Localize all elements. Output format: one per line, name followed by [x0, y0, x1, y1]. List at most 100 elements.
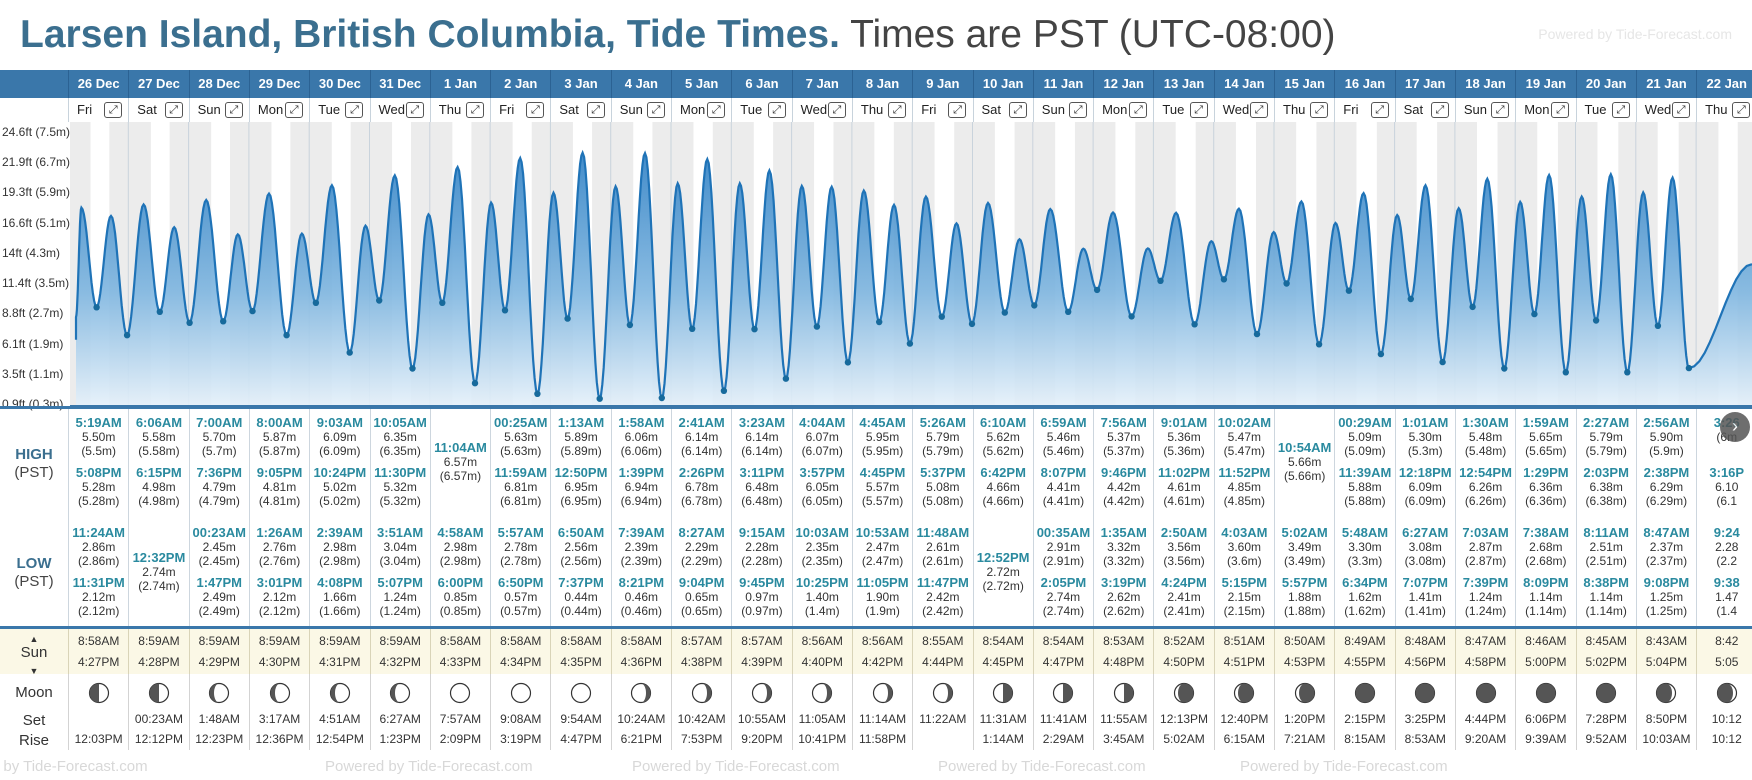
low-tide-point — [346, 349, 353, 356]
moon-day-column: 11:41AM 2:29AM — [1032, 674, 1093, 750]
high-tide-height: 6.38m — [1589, 480, 1623, 494]
low-tide-entry: 6:50AM 2.56m (2.56m) — [551, 526, 610, 569]
expand-icon[interactable]: ⤢ — [586, 102, 605, 118]
expand-icon[interactable]: ⤢ — [526, 102, 545, 118]
expand-icon[interactable]: ⤢ — [1430, 102, 1449, 118]
low-tide-point — [1283, 280, 1290, 287]
low-tide-height-alt: (2.74m) — [138, 579, 180, 593]
high-tide-time: 1:58AM — [618, 415, 665, 430]
expand-icon[interactable]: ⤢ — [767, 102, 786, 118]
expand-icon[interactable]: ⤢ — [888, 102, 907, 118]
weekday-label: Mon — [1102, 102, 1128, 117]
high-tide-height-alt: (6.78m) — [680, 494, 723, 508]
expand-icon[interactable]: ⤢ — [1310, 102, 1329, 118]
expand-icon[interactable]: ⤢ — [646, 102, 665, 118]
high-tide-entry: 3:57PM 6.05m (6.05m) — [793, 466, 852, 509]
high-tide-height-alt: (5.09m) — [1344, 444, 1386, 458]
high-tide-entry: 2:27AM 5.79m (5.79m) — [1577, 416, 1636, 459]
low-tide-height-alt: (3.08m) — [1404, 554, 1446, 568]
tide-day-column: 6:06AM 5.58m (5.58m) 6:15PM 4.98m (4.98m) 12:3… — [128, 409, 188, 626]
high-tide-entry: 1:01AM 5.30m (5.3m) — [1396, 416, 1455, 459]
date-cell: 15 Jan — [1274, 70, 1334, 98]
expand-icon[interactable]: ⤢ — [827, 102, 846, 118]
expand-icon[interactable]: ⤢ — [1551, 102, 1570, 118]
high-tide-time: 5:26AM — [919, 415, 966, 430]
tide-day-column: 1:59AM 5.65m (5.65m) 1:29PM 6.36m (6.36m) 7:38… — [1515, 409, 1575, 626]
moon-day-column: 10:24AM 6:21PM — [610, 674, 671, 750]
low-tide-point — [1128, 313, 1135, 320]
moon-day-column: 3:17AM 12:36PM — [248, 674, 309, 750]
sunset-time: 4:40PM — [801, 655, 843, 669]
high-tide-entry: 1:30AM 5.48m (5.48m) — [1456, 416, 1515, 459]
weekday-label: Sat — [981, 102, 1002, 117]
low-tz: (PST) — [14, 573, 54, 590]
expand-icon[interactable]: ⤢ — [1008, 102, 1027, 118]
high-tide-entry: 9:46PM 4.42m (4.42m) — [1094, 466, 1153, 509]
weekday-label: Thu — [1283, 102, 1306, 117]
expand-icon[interactable]: ⤢ — [345, 102, 364, 118]
tide-area — [76, 152, 1752, 408]
scroll-right-button[interactable]: › — [1720, 412, 1750, 442]
low-tide-time: 3:51AM — [377, 525, 424, 540]
expand-icon[interactable]: ⤢ — [707, 102, 726, 118]
low-tide-entry: 9:24 2.28 (2.2 — [1697, 526, 1752, 569]
low-tide-point — [564, 315, 571, 322]
low-tide-height: 2.37m — [1649, 540, 1684, 554]
high-tide-time: 6:06AM — [135, 415, 183, 430]
weekday-cell: Wed ⤢ — [1213, 98, 1274, 122]
expand-icon[interactable]: ⤢ — [1732, 102, 1751, 118]
low-tide-point — [249, 307, 256, 315]
expand-icon[interactable]: ⤢ — [1129, 102, 1148, 118]
date-cell: 13 Jan — [1153, 70, 1213, 98]
sun-day-column: 8:58AM 4:34PM — [490, 629, 550, 674]
low-tide-height: 2.41m — [1167, 590, 1201, 604]
low-tide-entry: 6:00PM 0.85m (0.85m) — [431, 576, 490, 619]
expand-icon[interactable]: ⤢ — [285, 102, 304, 118]
low-tide-entry: 2:50AM 3.56m (3.56m) — [1154, 526, 1213, 569]
moon-phase-icon — [88, 682, 109, 704]
moonset-title: Set — [22, 712, 46, 729]
low-tide-height-alt: (2.98m) — [319, 554, 361, 568]
high-tide-height-alt: (6.38m) — [1585, 494, 1627, 508]
moon-day-column: 11:14AM 11:58PM — [851, 674, 912, 750]
high-tide-height-alt: (4.85m) — [1223, 494, 1265, 508]
low-tide-height: 2.68m — [1529, 540, 1563, 554]
expand-icon[interactable]: ⤢ — [1672, 102, 1691, 118]
low-tide-entry: 8:38PM 1.14m (1.14m) — [1577, 576, 1636, 619]
expand-icon[interactable]: ⤢ — [405, 102, 424, 118]
high-tide-height: 6.81m — [504, 480, 538, 494]
tide-day-column: 11:04AM 6.57m (6.57m) 4:58AM 2.98m (2.98m) 6:0… — [429, 409, 490, 626]
sunset-time: 4:47PM — [1042, 655, 1085, 669]
high-tide-time: 11:02PM — [1158, 465, 1211, 480]
low-tide-height: 1.24m — [383, 590, 417, 604]
high-tide-entry: 9:01AM 5.36m (5.36m) — [1154, 416, 1213, 459]
expand-icon[interactable]: ⤢ — [104, 102, 123, 118]
moonset-time: 7:57AM — [439, 712, 482, 726]
low-tide-height-alt: (1.88m) — [1283, 604, 1326, 618]
expand-icon[interactable]: ⤢ — [224, 102, 243, 118]
high-tide-entry: 12:18PM 6.09m (6.09m) — [1396, 465, 1455, 509]
expand-icon[interactable]: ⤢ — [466, 102, 485, 118]
sunrise-time: 8:58AM — [620, 634, 663, 648]
moonset-time: 4:44PM — [1464, 712, 1507, 726]
moon-day-column: 9:54AM 4:47PM — [550, 674, 610, 750]
expand-icon[interactable]: ⤢ — [1370, 102, 1389, 118]
expand-icon[interactable]: ⤢ — [1189, 102, 1208, 118]
expand-icon[interactable]: ⤢ — [1069, 102, 1088, 118]
low-tide-point — [501, 307, 509, 314]
weekday-label: Fri — [499, 102, 515, 117]
expand-icon[interactable]: ⤢ — [1491, 102, 1510, 118]
expand-icon[interactable]: ⤢ — [164, 102, 183, 118]
expand-icon[interactable]: ⤢ — [948, 102, 967, 118]
expand-icon[interactable]: ⤢ — [1249, 102, 1268, 118]
high-tide-time: 10:54AM — [1277, 440, 1332, 455]
low-tide-height: 0.97m — [745, 590, 779, 604]
low-tide-height-alt: (1.4 — [1716, 604, 1738, 618]
low-tide-height: 1.62m — [1348, 590, 1382, 604]
tide-day-column: 1:13AM 5.89m (5.89m) 12:50PM 6.95m (6.95m) 6:5… — [550, 409, 610, 626]
moon-phase-icon — [1535, 682, 1556, 704]
expand-icon[interactable]: ⤢ — [1611, 102, 1630, 118]
high-tide-time: 12:18PM — [1398, 465, 1452, 480]
low-tide-height-alt: (2.49m) — [198, 604, 240, 618]
low-tide-height: 2.72m — [986, 565, 1020, 579]
